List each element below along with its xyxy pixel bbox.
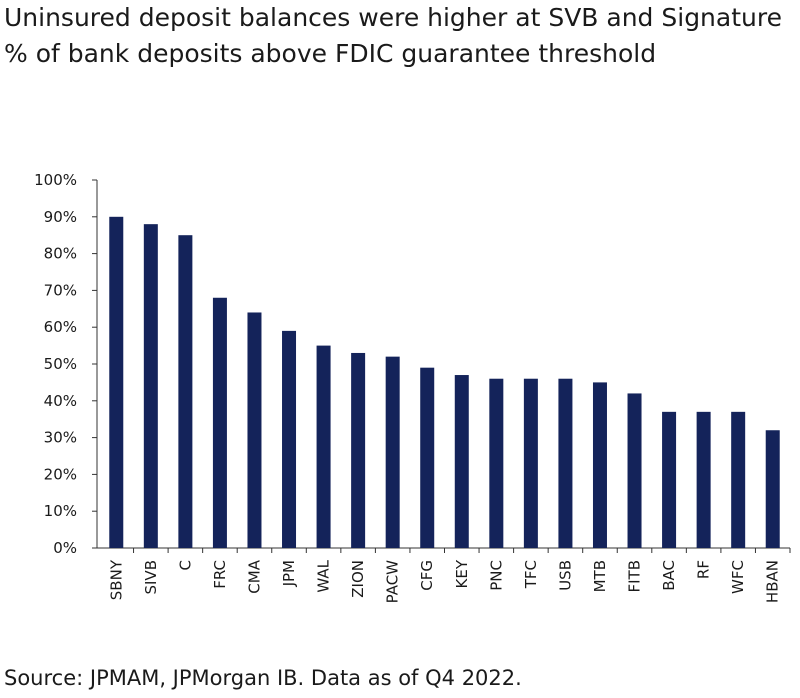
bar-bac — [662, 411, 677, 548]
y-tick-label: 100% — [34, 171, 77, 189]
y-axis: 0% 10% 20% 30% 40% 50% 60% 70% 80% 90% 100% — [34, 171, 98, 557]
bar-wal — [316, 345, 331, 548]
chart-subtitle: % of bank deposits above FDIC guarantee … — [4, 39, 657, 68]
x-tick-label: RF — [695, 560, 713, 579]
y-tick-label: 80% — [44, 245, 77, 263]
y-tick-label: 50% — [44, 355, 77, 373]
x-tick-label: KEY — [453, 559, 471, 588]
bar-mtb — [592, 382, 607, 548]
x-tick-label: WFC — [729, 560, 747, 594]
x-tick-label: HBAN — [764, 560, 782, 603]
y-tick-label: 60% — [44, 318, 77, 336]
x-tick-label: FRC — [211, 560, 229, 589]
bar-cma — [247, 312, 262, 548]
y-tick-label: 90% — [44, 208, 77, 226]
bar-chart: 0% 10% 20% 30% 40% 50% 60% 70% 80% 90% 100% SBNY SI… — [34, 171, 791, 604]
x-tick-label: BAC — [660, 560, 678, 591]
bar-rf — [696, 411, 711, 548]
bar-frc — [212, 297, 227, 548]
y-tick-label: 10% — [44, 502, 77, 520]
y-tick-label: 70% — [44, 281, 77, 299]
bar-cfg — [420, 367, 435, 548]
bar-pacw — [385, 356, 400, 548]
x-tick-label: CMA — [245, 559, 263, 593]
y-tick-label: 40% — [44, 392, 77, 410]
y-tick-label: 20% — [44, 465, 77, 483]
x-tick-label: WAL — [315, 559, 333, 592]
x-tick-label: FITB — [626, 560, 644, 593]
bars — [109, 216, 780, 549]
bar-wfc — [731, 411, 746, 548]
bar-pnc — [489, 378, 504, 548]
bar-zion — [351, 352, 366, 548]
x-tick-label: MTB — [591, 560, 609, 592]
x-tick-label: PNC — [487, 560, 505, 591]
bar-tfc — [523, 378, 538, 548]
bar-hban — [765, 430, 780, 548]
y-tick-label: 0% — [53, 539, 77, 557]
chart-title: Uninsured deposit balances were higher a… — [4, 3, 782, 32]
bar-usb — [558, 378, 573, 548]
bar-c — [178, 235, 193, 548]
x-tick-label: CFG — [418, 560, 436, 591]
x-tick-label: PACW — [384, 560, 402, 604]
bar-fitb — [627, 393, 642, 548]
bar-jpm — [282, 330, 297, 548]
bar-sbny — [109, 216, 124, 549]
bar-key — [454, 375, 469, 548]
x-axis: SBNY SIVB C FRC CMA JPM WAL ZION PACW CFG KEY PNC TF… — [97, 547, 791, 604]
x-tick-label: JPM — [280, 560, 298, 587]
x-tick-label: SBNY — [107, 559, 125, 600]
bar-sivb — [143, 224, 158, 548]
x-tick-label: SIVB — [142, 560, 160, 595]
source-note: Source: JPMAM, JPMorgan IB. Data as of Q… — [4, 666, 522, 690]
y-tick-label: 30% — [44, 429, 77, 447]
x-tick-label: C — [176, 560, 194, 570]
x-tick-label: TFC — [522, 560, 540, 589]
x-tick-label: ZION — [349, 560, 367, 598]
x-tick-label: USB — [556, 560, 574, 591]
